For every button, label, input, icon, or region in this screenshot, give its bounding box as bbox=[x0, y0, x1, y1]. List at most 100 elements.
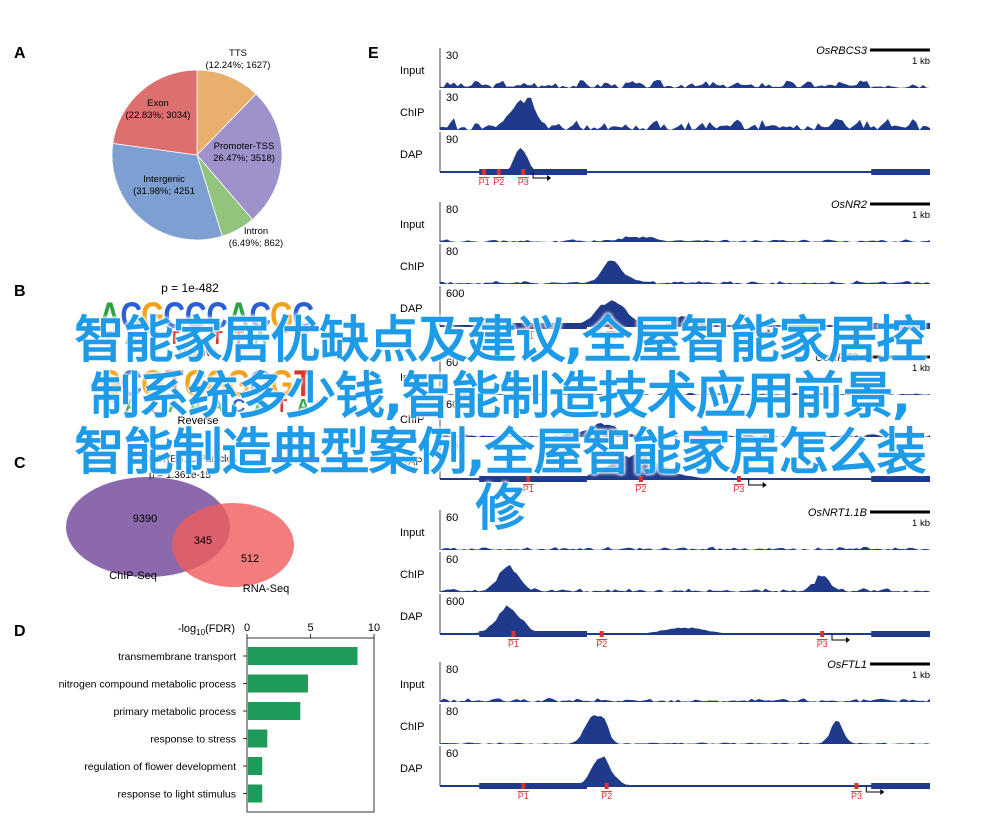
pie-value: 26.47%; 3518) bbox=[213, 153, 275, 164]
bar-category-label: transmembrane transport bbox=[118, 651, 236, 663]
logo-letter: T bbox=[104, 328, 115, 348]
track-ymax: 600 bbox=[446, 596, 464, 608]
promoter-label: P1 bbox=[523, 331, 534, 341]
overlay-line-2: 制系统多少钱,智能制造技术应用前景, bbox=[90, 367, 911, 425]
track-label: Input bbox=[400, 65, 424, 77]
gene-block: OsNRT1.1B 1 kb Input 60 ChIP 60 DAP 600 P1 P2 P3 bbox=[400, 507, 930, 649]
track-label: Input bbox=[400, 527, 424, 539]
logo-letter: G bbox=[270, 363, 293, 405]
promoter-marker bbox=[599, 631, 604, 637]
pie-label: Promoter-TSS bbox=[214, 141, 275, 152]
promoter-label: P3 bbox=[738, 331, 749, 341]
logo-letter: C bbox=[249, 295, 271, 337]
pie-value: (12.24%; 1627) bbox=[206, 60, 271, 71]
track-label: ChIP bbox=[400, 261, 424, 273]
track-label: Input bbox=[400, 372, 424, 384]
scale-bar-label: 1 kb bbox=[912, 518, 930, 529]
promoter-label: P1 bbox=[479, 177, 490, 187]
scale-bar-label: 1 kb bbox=[912, 670, 930, 681]
gene-name: OsNRT2.4 bbox=[815, 352, 867, 364]
logo-letter: T bbox=[165, 363, 184, 405]
promoter-marker bbox=[736, 476, 741, 482]
tss-arrow bbox=[753, 326, 768, 333]
logo-letter: A bbox=[228, 295, 250, 337]
promoter-marker bbox=[496, 169, 501, 175]
gene-block: OsNR2 1 kb Input 80 ChIP 80 DAP 600 P1 P2 P3 bbox=[400, 199, 930, 341]
logo-letter: T bbox=[276, 328, 287, 348]
promoter-marker bbox=[820, 631, 825, 637]
sequence-logo-panel: p = 1e-482 ATCAGTCTCTCTATCAGTCTPositiveG… bbox=[98, 281, 314, 465]
tss-arrowhead bbox=[767, 329, 772, 335]
scale-bar-label: 1 kb bbox=[912, 56, 930, 67]
logo-letter: G bbox=[270, 295, 293, 337]
gene-block: OsRBCS3 1 kb Input 30 ChIP 30 DAP 90 P1 P2 P3 bbox=[400, 45, 930, 187]
watermark-overlay-text: 智能家居优缺点及建议,全屋智能家居控 制系统多少钱,智能制造技术应用前景, 智能… bbox=[0, 312, 1000, 536]
gene-name: OsFTL1 bbox=[827, 659, 867, 671]
pie-label: Intron bbox=[244, 226, 268, 237]
track-label: Input bbox=[400, 679, 424, 691]
logo-letter: T bbox=[298, 328, 309, 348]
scale-bar-label: 1 kb bbox=[912, 210, 930, 221]
logo-letter: T bbox=[169, 328, 180, 348]
tss-arrowhead bbox=[547, 175, 552, 181]
logo-letter: A bbox=[125, 396, 138, 416]
track-signal bbox=[440, 756, 930, 786]
logo-letter: T bbox=[233, 328, 244, 348]
tss-arrow bbox=[532, 172, 548, 179]
venn-label-rna-seq: RNA-Seq bbox=[243, 583, 289, 595]
logo-letter: C bbox=[206, 295, 228, 337]
bar-category-label: nitrogen compound metabolic process bbox=[59, 679, 236, 691]
logo-letter: A bbox=[125, 328, 138, 348]
track-ymax: 30 bbox=[446, 92, 458, 104]
promoter-marker bbox=[609, 323, 614, 329]
logo-letter: C bbox=[103, 396, 116, 416]
bar bbox=[248, 647, 358, 665]
promoter-marker bbox=[526, 323, 531, 329]
promoter-label: P3 bbox=[817, 639, 828, 649]
promoter-marker bbox=[482, 169, 487, 175]
venn-set-rna-seq bbox=[172, 503, 294, 587]
tss-arrowhead bbox=[880, 789, 885, 795]
logo-letter: C bbox=[120, 363, 142, 405]
pie-label: Intergenic bbox=[143, 174, 185, 185]
gene-name: OsNRT1.1B bbox=[808, 507, 867, 519]
track-signal bbox=[440, 605, 930, 634]
pie-label: Exon bbox=[147, 98, 169, 109]
bar-category-label: response to light stimulus bbox=[118, 789, 236, 801]
track-ymax: 600 bbox=[446, 441, 464, 453]
track-label: Input bbox=[400, 219, 424, 231]
gene-exon bbox=[871, 631, 930, 637]
venn-only-b: 512 bbox=[241, 553, 259, 565]
track-signal bbox=[440, 97, 930, 130]
promoter-label: P3 bbox=[733, 484, 744, 494]
bar bbox=[248, 702, 301, 720]
bar bbox=[248, 674, 308, 693]
track-label: DAP bbox=[400, 611, 423, 623]
track-signal bbox=[440, 392, 930, 395]
bar-category-label: response to stress bbox=[150, 734, 236, 746]
pie-label: TTS bbox=[229, 48, 247, 59]
track-ymax: 90 bbox=[446, 134, 458, 146]
tss-arrowhead bbox=[846, 637, 850, 643]
logo-letter: A bbox=[99, 295, 121, 337]
logo-letter: A bbox=[254, 328, 267, 348]
promoter-marker bbox=[604, 783, 609, 789]
track-signal bbox=[440, 564, 930, 592]
panel-label-c: C bbox=[14, 455, 26, 472]
logo-letter: G bbox=[206, 363, 229, 405]
track-signal bbox=[440, 546, 930, 550]
logo-letter: G bbox=[141, 363, 164, 405]
track-label: DAP bbox=[400, 456, 423, 468]
promoter-marker bbox=[638, 476, 643, 482]
track-ymax: 60 bbox=[446, 748, 458, 760]
pie-value: (6.49%; 862) bbox=[229, 238, 283, 249]
venn-only-a: 9390 bbox=[133, 513, 157, 525]
track-ymax: 60 bbox=[446, 512, 458, 524]
track-signal bbox=[440, 715, 930, 744]
track-signal bbox=[440, 300, 930, 326]
tss-arrow bbox=[748, 479, 763, 486]
overlay-line-1: 智能家居优缺点及建议,全屋智能家居控 bbox=[74, 311, 927, 369]
logo-letter: C bbox=[249, 363, 271, 405]
logo-letter: A bbox=[254, 396, 267, 416]
